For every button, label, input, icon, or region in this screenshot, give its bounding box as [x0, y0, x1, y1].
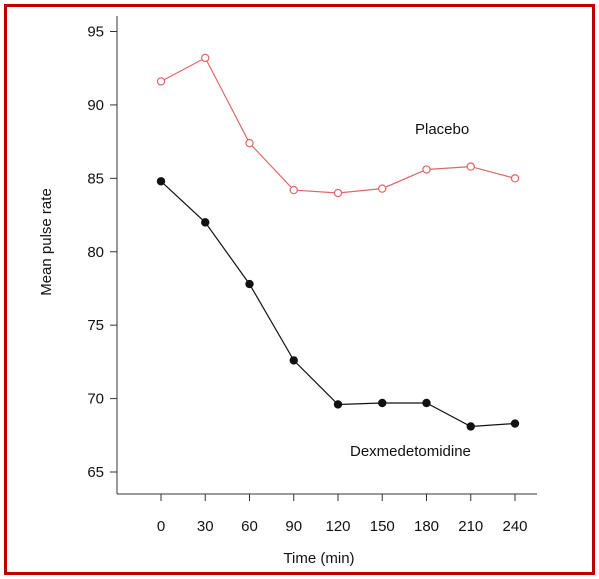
- y-tick-label: 85: [87, 170, 104, 187]
- y-tick-label: 90: [87, 97, 104, 114]
- x-tick-label: 120: [325, 518, 350, 535]
- x-axis-title: Time (min): [283, 550, 354, 567]
- data-point-dexmedetomidine: [245, 279, 254, 289]
- y-tick-label: 65: [87, 464, 104, 481]
- data-point-dexmedetomidine: [510, 419, 520, 428]
- data-point-placebo: [510, 174, 520, 183]
- x-tick-label: 0: [157, 518, 165, 535]
- data-point-dexmedetomidine: [201, 218, 210, 227]
- x-tick-label: 150: [370, 518, 395, 535]
- y-axis-title: Mean pulse rate: [38, 188, 55, 296]
- data-point-placebo: [289, 185, 298, 195]
- chart-frame: [4, 4, 595, 575]
- x-tick-label: 30: [197, 518, 214, 535]
- y-tick-label: 95: [87, 24, 104, 41]
- data-point-dexmedetomidine: [333, 400, 343, 409]
- series-label-placebo: Placebo: [415, 121, 469, 138]
- data-point-placebo: [422, 165, 431, 174]
- y-tick-label: 75: [87, 317, 104, 334]
- series-layer: [156, 53, 520, 431]
- data-point-dexmedetomidine: [466, 422, 475, 431]
- series-label-dexmedetomidine: Dexmedetomidine: [350, 443, 471, 460]
- y-axis-ticks: 65 70 75 80 85 90 95: [87, 24, 117, 481]
- x-tick-label: 210: [458, 518, 483, 535]
- data-point-placebo: [333, 188, 343, 198]
- data-point-placebo: [245, 138, 254, 148]
- data-point-placebo: [378, 184, 387, 193]
- data-point-placebo: [156, 77, 166, 86]
- data-point-placebo: [201, 53, 210, 63]
- data-point-placebo: [466, 162, 475, 171]
- x-tick-label: 180: [414, 518, 439, 535]
- x-tick-label: 90: [285, 518, 302, 535]
- y-tick-label: 80: [87, 244, 104, 261]
- x-tick-label: 240: [502, 518, 527, 535]
- data-point-dexmedetomidine: [289, 356, 298, 365]
- series-line-dexmedetomidine: [160, 180, 516, 428]
- x-tick-label: 60: [241, 518, 258, 535]
- x-axis-ticks: 0 30 60 90 120 150 180 210 240: [157, 494, 528, 535]
- y-tick-label: 70: [87, 391, 104, 408]
- data-point-dexmedetomidine: [422, 398, 431, 408]
- data-point-dexmedetomidine: [378, 398, 387, 408]
- data-point-dexmedetomidine: [156, 177, 166, 186]
